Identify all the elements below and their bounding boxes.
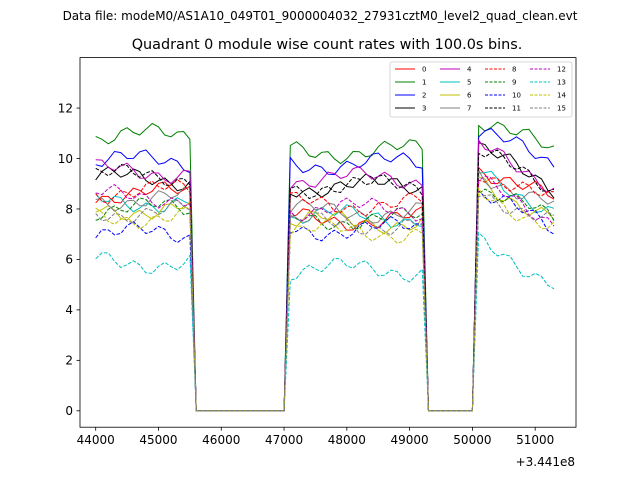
series-line-11 — [95, 149, 555, 412]
x-tick-label: 47000 — [265, 433, 303, 447]
x-tick-label: 44000 — [77, 433, 115, 447]
legend-label-14: 14 — [557, 92, 566, 100]
legend-label-13: 13 — [557, 79, 566, 87]
x-tick-label: 45000 — [139, 433, 177, 447]
legend-label-12: 12 — [557, 66, 566, 74]
legend-label-2: 2 — [422, 92, 426, 100]
chart-title: Quadrant 0 module wise count rates with … — [132, 37, 523, 53]
y-tick-label: 0 — [65, 404, 73, 418]
legend-label-1: 1 — [422, 79, 426, 87]
series-line-13 — [95, 231, 555, 412]
x-tick-label: 51000 — [516, 433, 554, 447]
series-lines — [95, 121, 555, 412]
y-tick-label: 4 — [65, 303, 73, 317]
legend-label-3: 3 — [422, 105, 426, 113]
legend-label-6: 6 — [467, 92, 472, 100]
series-line-9 — [95, 188, 555, 412]
legend-label-10: 10 — [512, 92, 521, 100]
legend-label-7: 7 — [467, 105, 471, 113]
legend-box — [389, 61, 573, 118]
x-tick-label: 50000 — [453, 433, 491, 447]
x-tick-label: 46000 — [202, 433, 240, 447]
y-tick-label: 2 — [65, 354, 73, 368]
legend-label-8: 8 — [512, 66, 516, 74]
legend-label-11: 11 — [512, 105, 521, 113]
axes-frame — [79, 57, 577, 428]
y-tick-label: 12 — [58, 101, 73, 115]
legend-label-0: 0 — [422, 66, 426, 74]
x-tick-label: 49000 — [391, 433, 429, 447]
legend-label-4: 4 — [467, 66, 472, 74]
x-offset-label: +3.441e8 — [516, 455, 575, 469]
legend-label-15: 15 — [557, 105, 566, 113]
legend-label-5: 5 — [467, 79, 471, 87]
series-line-15 — [95, 194, 555, 412]
x-tick-label: 48000 — [328, 433, 366, 447]
plot-area — [80, 57, 576, 428]
y-tick-label: 6 — [65, 253, 73, 267]
figure-suptitle: Data file: modeM0/AS1A10_049T01_90000040… — [63, 9, 578, 23]
y-tick-label: 10 — [58, 152, 73, 166]
y-tick-label: 8 — [65, 202, 73, 216]
series-line-14 — [95, 186, 555, 412]
axes: 44000 45000 46000 47000 48000 49000 50000 51000… — [58, 57, 577, 447]
legend-label-9: 9 — [512, 79, 516, 87]
